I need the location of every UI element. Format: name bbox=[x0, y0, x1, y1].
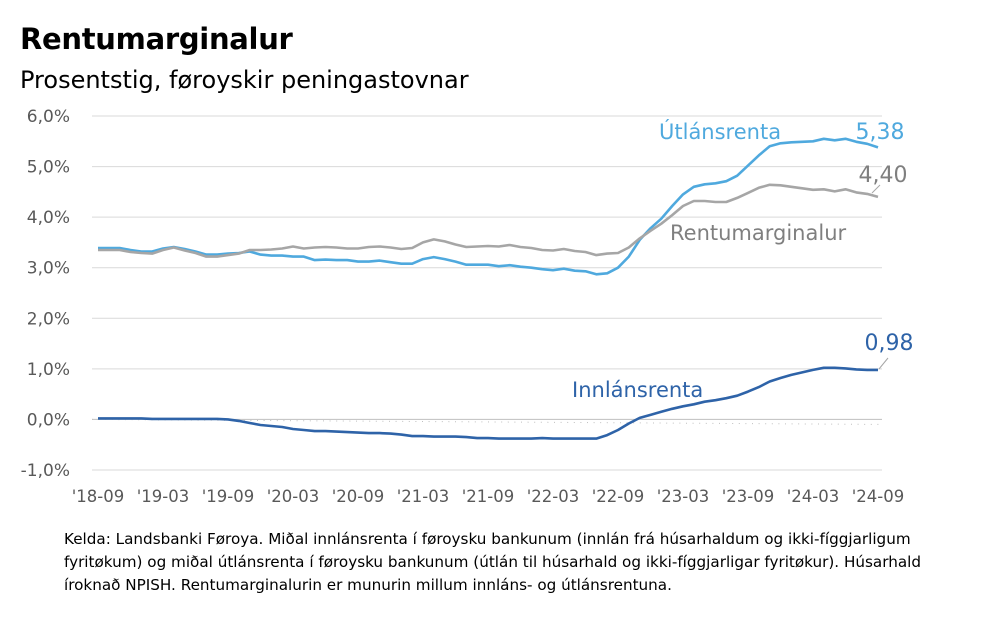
x-tick-label: '23-09 bbox=[722, 487, 774, 506]
y-tick-label: 1,0% bbox=[27, 360, 70, 380]
series-label-innlansrenta: Innlánsrenta bbox=[572, 378, 703, 402]
series-line-útlánsrenta bbox=[98, 137, 879, 276]
y-tick-label: 3,0% bbox=[27, 259, 70, 279]
x-tick-label: '21-03 bbox=[397, 487, 449, 506]
x-tick-label: '22-03 bbox=[527, 487, 579, 506]
series-label-rentumarginalur: Rentumarginalur bbox=[670, 221, 846, 245]
x-tick-label: '19-03 bbox=[137, 487, 189, 506]
series-label-utlansrenta: Útlánsrenta bbox=[659, 119, 781, 144]
x-tick-label: '20-03 bbox=[267, 487, 319, 506]
x-tick-label: '18-09 bbox=[72, 487, 124, 506]
y-tick-label: 2,0% bbox=[27, 309, 70, 329]
source-note: Kelda: Landsbanki Føroya. Miðal innlánsr… bbox=[64, 530, 921, 594]
series-line-rentumarginalur bbox=[98, 183, 879, 258]
x-tick-label: '24-09 bbox=[852, 487, 904, 506]
leader-line bbox=[871, 184, 881, 194]
x-tick-label: '19-09 bbox=[202, 487, 254, 506]
chart-title: Rentumarginalur bbox=[20, 22, 293, 56]
end-label-innlansrenta: 0,98 bbox=[865, 331, 914, 356]
end-label-utlansrenta: 5,38 bbox=[856, 120, 905, 145]
chart-subtitle: Prosentstig, føroyskir peningastovnar bbox=[20, 66, 469, 94]
x-tick-label: '24-03 bbox=[787, 487, 839, 506]
y-tick-label: 4,0% bbox=[27, 208, 70, 228]
y-tick-label: 0,0% bbox=[27, 410, 70, 430]
y-tick-label: -1,0% bbox=[21, 461, 70, 481]
line-chart: 6,0% 5,0% 4,0% 3,0% 2,0% 1,0% 0,0% -1,0%'18-09 '… bbox=[21, 107, 914, 506]
x-tick-label: '20-09 bbox=[332, 487, 384, 506]
y-tick-label: 6,0% bbox=[27, 107, 70, 127]
x-tick-label: '22-09 bbox=[592, 487, 644, 506]
x-tick-label: '21-09 bbox=[462, 487, 514, 506]
y-tick-label: 5,0% bbox=[27, 158, 70, 178]
x-tick-label: '23-03 bbox=[657, 487, 709, 506]
series-line-innlánsrenta bbox=[98, 366, 878, 440]
end-label-rentumarginalur: 4,40 bbox=[859, 163, 908, 188]
leader-line bbox=[878, 357, 889, 370]
